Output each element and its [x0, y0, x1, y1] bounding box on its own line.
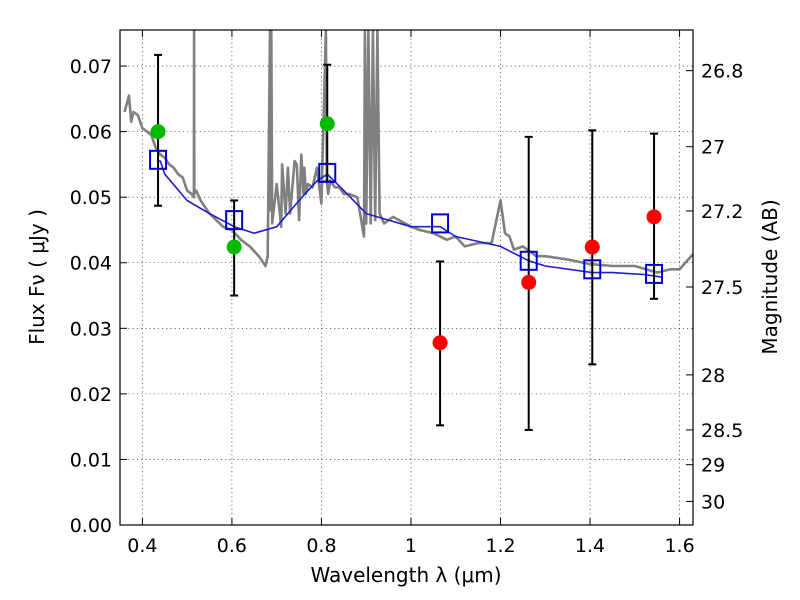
measurements-point [584, 239, 600, 255]
y2-tick-label: 27.5 [701, 277, 743, 299]
model-squares-square [149, 149, 168, 170]
model-squares-square [225, 210, 244, 231]
plot-area [123, 30, 693, 278]
x-tick-label: 1 [405, 535, 417, 557]
y-tick-label: 0.00 [70, 515, 112, 537]
x-tick-label: 1.6 [664, 535, 694, 557]
y2-tick-label: 27 [701, 137, 725, 159]
y2-tick-label: 30 [701, 491, 725, 513]
plot-frame [119, 29, 694, 526]
measurements-point [521, 274, 537, 290]
model-squares-square [318, 162, 337, 183]
model-squares-square [583, 259, 602, 280]
axis-ticks: 0.4 0.6 0.8 1 1.2 1.4 1.6 0.00 0.01 0.02 0.03 0.04 0… [70, 30, 743, 557]
x-tick-label: 0.8 [306, 535, 336, 557]
y-tick-label: 0.03 [70, 318, 112, 340]
y2-tick-label: 29 [701, 455, 725, 477]
detections-point [226, 239, 242, 255]
detections-point [319, 116, 335, 132]
model-squares-square [519, 250, 538, 271]
x-tick-label: 0.4 [127, 535, 157, 557]
model-squares-square [645, 263, 664, 284]
y-tick-label: 0.05 [70, 187, 112, 209]
y-tick-label: 0.01 [70, 449, 112, 471]
y-tick-label: 0.02 [70, 384, 112, 406]
model-squares-square [431, 213, 450, 234]
x-tick-label: 1.4 [575, 535, 605, 557]
measurements-point [646, 209, 662, 225]
x-tick-label: 1.2 [485, 535, 515, 557]
y-tick-label: 0.07 [70, 56, 112, 78]
measurements-point [432, 335, 448, 351]
y-tick-label: 0.06 [70, 122, 112, 144]
x-tick-label: 0.6 [217, 535, 247, 557]
y-axis-label: Flux Fν ( μJy ) [25, 209, 49, 345]
y2-tick-label: 27.2 [701, 201, 743, 223]
markers [149, 116, 664, 351]
y2-tick-label: 28 [701, 365, 725, 387]
y2-tick-label: 26.8 [701, 61, 743, 83]
y-tick-label: 0.04 [70, 253, 112, 275]
y2-tick-label: 28.5 [701, 420, 743, 442]
x-axis-label: Wavelength λ (μm) [310, 563, 501, 587]
model-band-flux-line [158, 160, 662, 278]
y2-axis-label: Magnitude (AB) [758, 199, 782, 354]
detections-point [150, 124, 166, 140]
